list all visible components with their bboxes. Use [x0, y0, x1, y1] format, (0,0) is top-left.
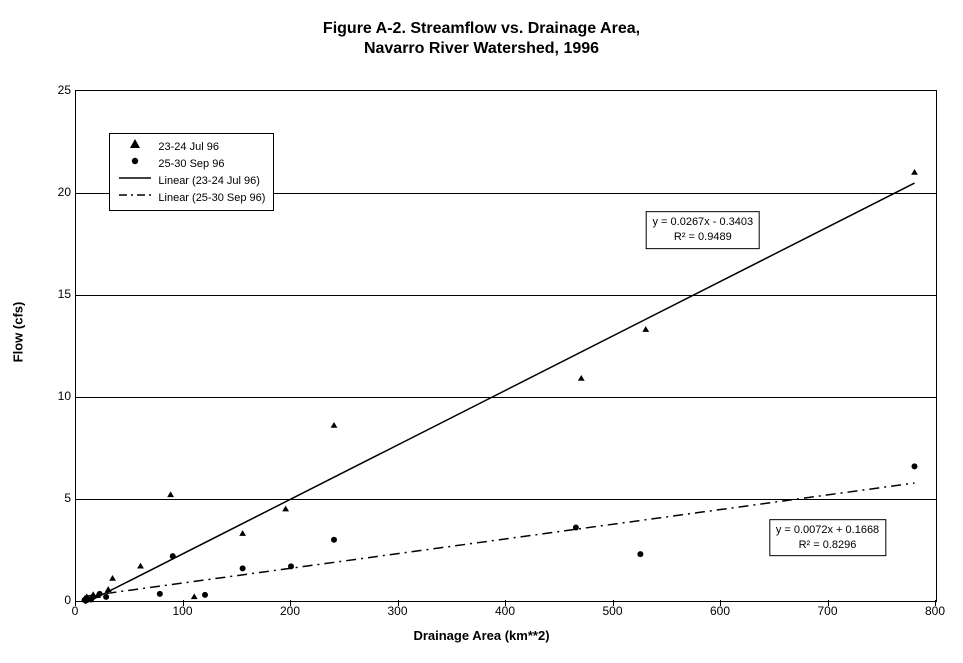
circle-marker-icon	[912, 463, 918, 469]
triangle-marker-icon	[239, 530, 246, 536]
gridline-h	[76, 397, 936, 398]
circle-marker-icon	[637, 551, 643, 557]
ytick-label: 10	[31, 389, 71, 403]
circle-marker-icon	[288, 563, 294, 569]
xtick-label: 0	[72, 604, 79, 618]
circle-marker-icon	[202, 592, 208, 598]
circle-marker-icon	[103, 594, 109, 600]
legend-item: 25-30 Sep 96	[118, 155, 265, 172]
xtick-label: 700	[817, 604, 837, 618]
legend-item: 23-24 Jul 96	[118, 138, 265, 155]
legend-item: Linear (23-24 Jul 96)	[118, 172, 265, 189]
triangle-marker-icon	[911, 169, 918, 175]
legend-label: 25-30 Sep 96	[158, 156, 224, 173]
x-axis-label: Drainage Area (km**2)	[0, 628, 963, 643]
xtick-label: 800	[925, 604, 945, 618]
legend-item: Linear (25-30 Sep 96)	[118, 189, 265, 206]
y-axis-label: Flow (cfs)	[11, 301, 26, 362]
chart-title-line1: Figure A-2. Streamflow vs. Drainage Area…	[0, 20, 963, 38]
xtick-label: 500	[602, 604, 622, 618]
equation-line: y = 0.0267x - 0.3403	[652, 215, 753, 230]
gridline-h	[76, 295, 936, 296]
circle-marker-icon	[573, 525, 579, 531]
ytick-label: 0	[31, 593, 71, 607]
gridline-h	[76, 499, 936, 500]
ytick-label: 15	[31, 287, 71, 301]
circle-marker-icon	[331, 537, 337, 543]
legend-label: Linear (25-30 Sep 96)	[158, 190, 265, 207]
legend-label: 23-24 Jul 96	[158, 139, 219, 156]
triangle-marker-icon	[167, 491, 174, 497]
triangle-marker-icon	[105, 586, 112, 592]
triangle-marker-icon	[282, 506, 289, 512]
chart-container: Figure A-2. Streamflow vs. Drainage Area…	[0, 0, 963, 663]
equation-box: y = 0.0267x - 0.3403R² = 0.9489	[645, 211, 760, 249]
triangle-marker-icon	[109, 575, 116, 581]
ytick-label: 20	[31, 185, 71, 199]
xtick-label: 100	[172, 604, 192, 618]
triangle-marker-icon	[331, 422, 338, 428]
equation-r2: R² = 0.9489	[652, 230, 753, 245]
xtick-label: 200	[280, 604, 300, 618]
line-style-icon	[118, 188, 152, 208]
triangle-marker-icon	[578, 375, 585, 381]
equation-r2: R² = 0.8296	[776, 538, 879, 553]
xtick-label: 600	[710, 604, 730, 618]
legend: 23-24 Jul 9625-30 Sep 96Linear (23-24 Ju…	[109, 133, 274, 211]
circle-marker-icon	[97, 591, 103, 597]
circle-marker-icon	[157, 591, 163, 597]
legend-label: Linear (23-24 Jul 96)	[158, 173, 260, 190]
chart-title-line2: Navarro River Watershed, 1996	[0, 40, 963, 58]
circle-marker-icon	[90, 594, 96, 600]
triangle-marker-icon	[642, 326, 649, 332]
ytick-label: 25	[31, 83, 71, 97]
circle-marker-icon	[240, 565, 246, 571]
ytick-label: 5	[31, 491, 71, 505]
triangle-marker-icon	[137, 563, 144, 569]
triangle-marker-icon	[191, 593, 198, 599]
equation-line: y = 0.0072x + 0.1668	[776, 523, 879, 538]
xtick-label: 300	[387, 604, 407, 618]
xtick-label: 400	[495, 604, 515, 618]
circle-marker-icon	[170, 553, 176, 559]
equation-box: y = 0.0072x + 0.1668R² = 0.8296	[769, 519, 886, 557]
